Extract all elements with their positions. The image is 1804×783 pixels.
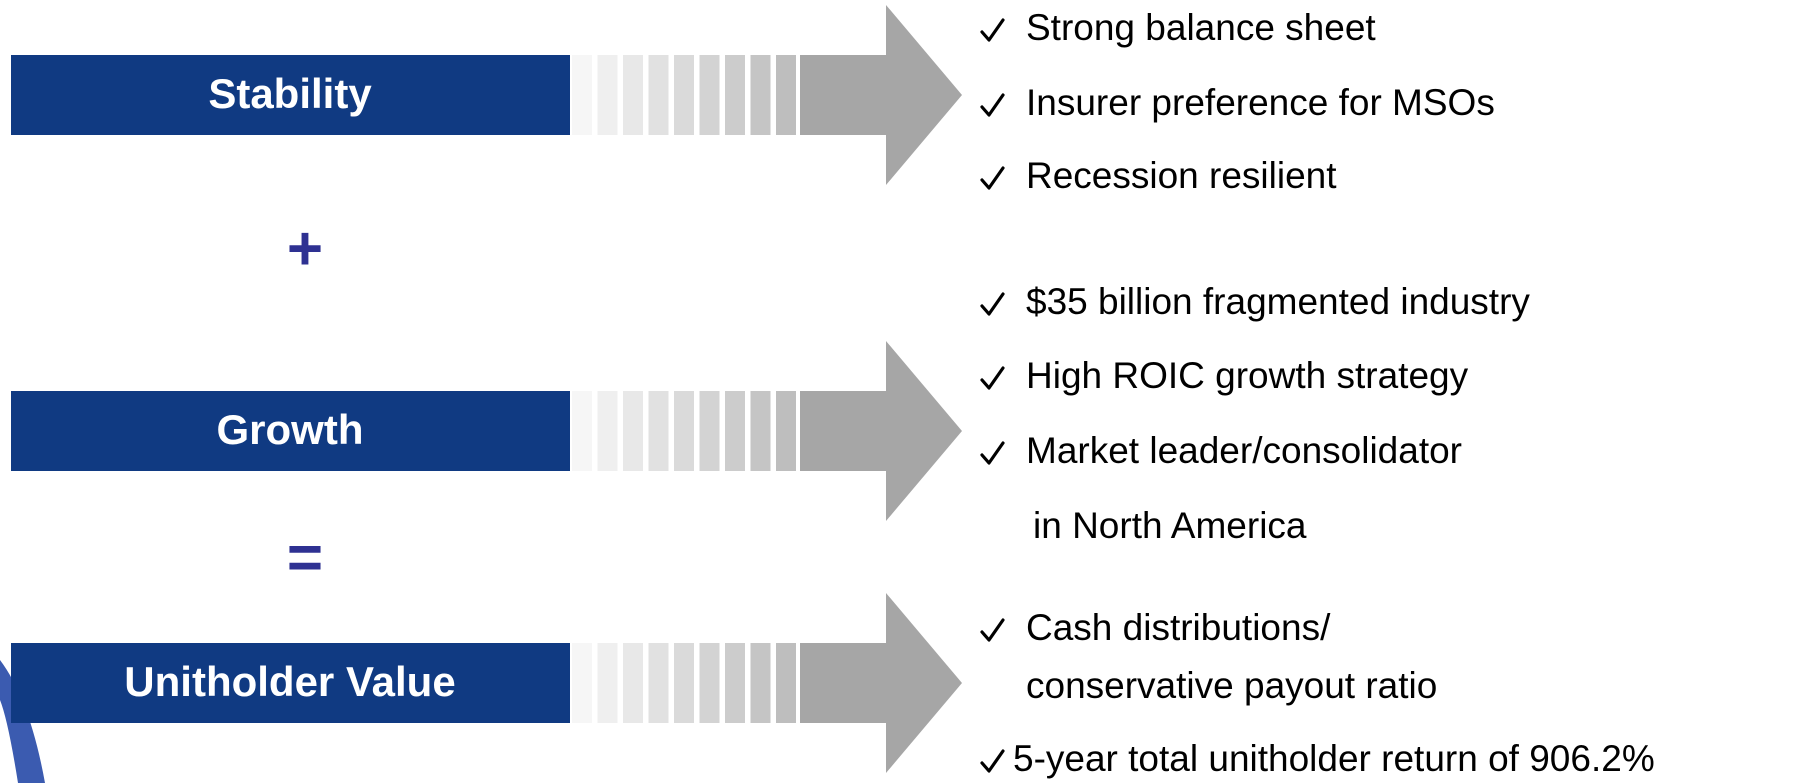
arrow-stripe — [750, 55, 771, 135]
bullet-text: $35 billion fragmented industry — [1026, 281, 1530, 322]
row-label: Stability — [208, 70, 372, 117]
arrow-stripe — [750, 643, 771, 723]
arrow-stripe — [597, 391, 618, 471]
arrow-stripe — [623, 643, 643, 723]
arrow-stripe — [572, 55, 592, 135]
bullet-text: Market leader/consolidator — [1026, 430, 1462, 471]
arrow — [800, 593, 962, 773]
arrow-stripe — [648, 391, 669, 471]
label-box — [11, 643, 570, 723]
arrow — [800, 341, 962, 521]
arrow-stripe — [674, 55, 694, 135]
arrow-stripe — [648, 643, 669, 723]
row-label: Growth — [217, 406, 364, 453]
arrow-stripe — [674, 391, 694, 471]
arrow-stripe — [623, 391, 643, 471]
arrow-stripe — [776, 643, 796, 723]
arrow-stripe — [725, 643, 745, 723]
bullet-text: Insurer preference for MSOs — [1026, 82, 1495, 123]
check-icon — [980, 749, 1005, 773]
arrow-stripe — [623, 55, 643, 135]
arrow-stripe — [699, 643, 720, 723]
arrow — [800, 5, 962, 185]
check-icon — [980, 18, 1005, 42]
arrow-stripe — [597, 643, 618, 723]
bullet-text: Strong balance sheet — [1026, 7, 1376, 48]
arrow-stripe — [725, 391, 745, 471]
arrow-stripe — [776, 55, 796, 135]
arrow-stripe — [725, 55, 745, 135]
bullet-text: High ROIC growth strategy — [1026, 355, 1469, 396]
bullet-text: 5-year total unitholder return of 906.2% — [1013, 738, 1655, 779]
label-box — [11, 55, 570, 135]
bullet-text: conservative payout ratio — [1026, 665, 1437, 706]
arrow-stripe — [648, 55, 669, 135]
operator: + — [287, 214, 323, 283]
check-icon — [980, 618, 1005, 642]
arrow-stripe — [572, 643, 592, 723]
bullet-text: Recession resilient — [1026, 155, 1337, 196]
check-icon — [980, 166, 1005, 190]
operator: = — [287, 523, 323, 592]
check-icon — [980, 292, 1005, 316]
label-box — [11, 391, 570, 471]
bullet-text: in North America — [1033, 505, 1307, 546]
arrow-stripe — [776, 391, 796, 471]
row-label: Unitholder Value — [124, 658, 455, 705]
arrow-stripe — [699, 391, 720, 471]
arrow-stripe — [699, 55, 720, 135]
check-icon — [980, 366, 1005, 390]
check-icon — [980, 93, 1005, 117]
arrow-stripe — [572, 391, 592, 471]
check-icon — [980, 441, 1005, 465]
bullet-text: Cash distributions/ — [1026, 607, 1331, 648]
arrow-stripe — [597, 55, 618, 135]
arrow-stripe — [750, 391, 771, 471]
arrow-stripe — [674, 643, 694, 723]
